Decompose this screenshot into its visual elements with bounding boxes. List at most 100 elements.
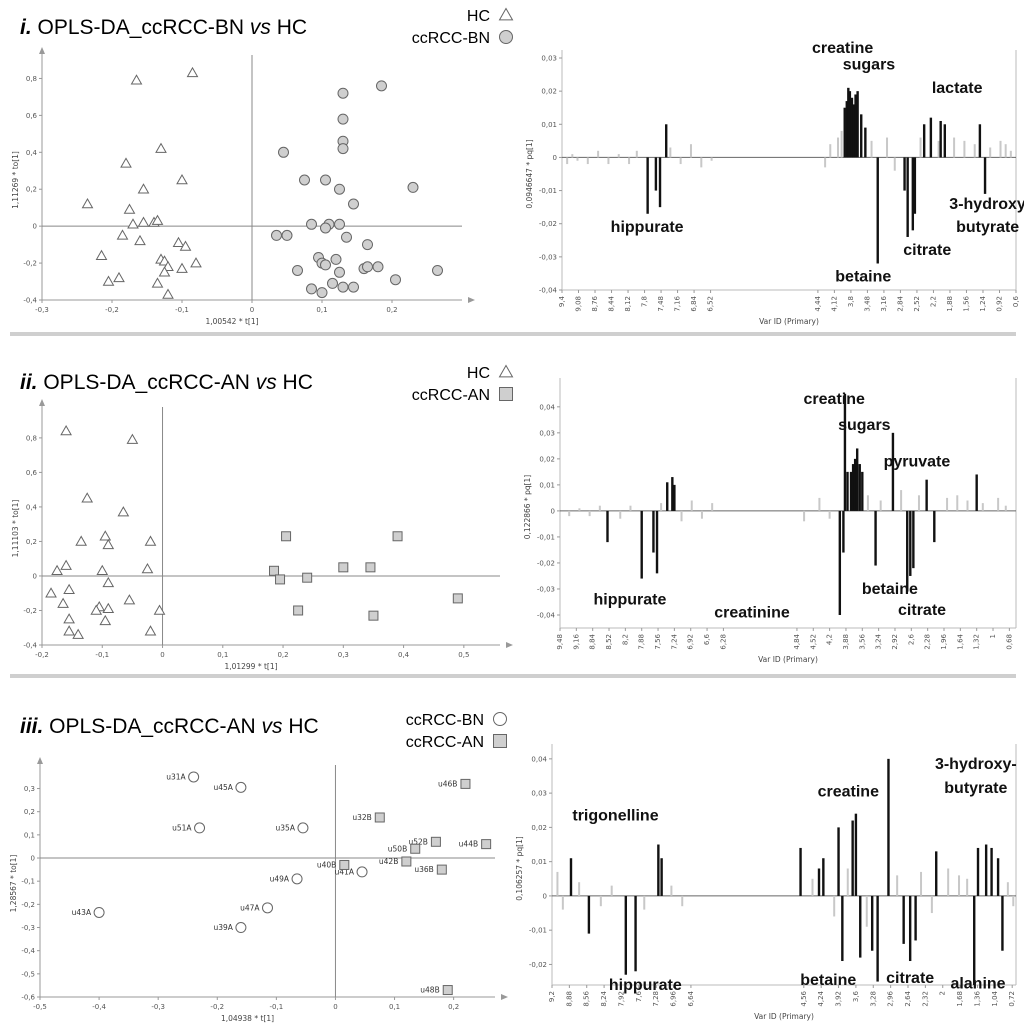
x-tick-label: 6,6	[703, 633, 711, 645]
y-tick-label: 0,02	[531, 824, 547, 832]
loading-bar	[1009, 150, 1012, 158]
metabolite-label: 3-hydroxy-	[935, 756, 1017, 773]
y-tick-label: -0,2	[21, 901, 35, 909]
panel-iii: iii. OPLS-DA_ccRCC-AN vs HC ccRCC-BNccRC…	[9, 712, 1017, 1023]
point-hc	[63, 583, 75, 595]
significant-bar	[848, 91, 852, 158]
significant-bar	[841, 895, 844, 962]
y-tick-label: -0,02	[529, 961, 547, 969]
point-ccrcc-bn	[334, 218, 345, 230]
point-ccrcc-bn	[297, 822, 309, 834]
significant-bar	[943, 124, 947, 158]
x-tick-label: 2,84	[896, 295, 904, 311]
point-ccrcc-bn	[390, 274, 401, 286]
loading-bar	[919, 137, 922, 158]
y-tick-label: -0,4	[23, 297, 37, 305]
point-hc	[113, 271, 125, 283]
x-tick-label: 3,88	[842, 634, 850, 650]
point-hc	[137, 183, 150, 194]
point-label: u45A	[213, 783, 233, 792]
significant-bar	[856, 91, 859, 158]
legend-label: ccRCC-AN	[412, 387, 490, 404]
significant-bar	[657, 844, 660, 896]
loading-bar	[1006, 882, 1009, 896]
panel-i-title: i. OPLS-DA_ccRCC-BN vs HC	[20, 16, 307, 39]
loading-bar	[865, 895, 868, 927]
y-tick-label: -0,01	[529, 927, 547, 935]
x-axis-label: Var ID (Primary)	[754, 1012, 814, 1021]
x-axis-label: 1,00542 * t[1]	[205, 317, 258, 326]
point-hc	[117, 506, 130, 517]
point-ccrcc-bn	[262, 902, 273, 914]
significant-bar	[817, 868, 821, 896]
significant-bar	[854, 813, 858, 896]
point-ccrcc-an	[338, 562, 349, 573]
point-ccrcc-bn	[327, 277, 338, 289]
significant-bar	[874, 510, 877, 566]
significant-bar	[852, 104, 855, 158]
x-tick-label: 3,6	[852, 990, 860, 1002]
x-tick-label: 8,56	[583, 990, 591, 1006]
point-ccrcc-an	[281, 531, 292, 542]
x-tick-label: 7,56	[654, 633, 662, 649]
point-ccrcc-bn	[235, 781, 247, 793]
point-hc	[153, 604, 166, 615]
point-ccrcc-bn	[348, 198, 359, 210]
significant-bar	[851, 820, 854, 896]
point-hc	[95, 249, 108, 260]
y-tick-label: -0,01	[537, 533, 555, 541]
point-ccrcc-an	[392, 531, 403, 542]
significant-bar	[671, 477, 674, 511]
y-tick-label: 0,6	[26, 112, 38, 120]
significant-bar	[849, 471, 853, 511]
significant-bar	[939, 120, 942, 158]
loading-bar	[578, 508, 581, 511]
y-tick-label: -0,4	[21, 947, 35, 955]
metabolite-label: creatinine	[714, 604, 790, 621]
point-ccrcc-bn	[334, 183, 345, 195]
loading-bar	[1004, 144, 1007, 158]
x-tick-label: 7,28	[652, 991, 660, 1007]
legend-marker-hc	[498, 364, 514, 378]
metabolite-label: hippurate	[594, 591, 667, 608]
x-tick-label: 0,1	[316, 306, 327, 314]
loading-bar	[958, 875, 961, 896]
point-hc	[60, 559, 72, 570]
x-tick-label: 7,6	[635, 990, 643, 1002]
metabolite-label: alanine	[950, 975, 1005, 992]
x-tick-label: 1,36	[973, 990, 981, 1006]
significant-bar	[983, 157, 987, 194]
metabolite-label: pyruvate	[884, 453, 951, 470]
x-tick-label: 2	[939, 991, 947, 995]
significant-bar	[606, 510, 609, 543]
x-tick-label: 7,24	[670, 633, 678, 649]
y-tick-label: 0	[33, 572, 37, 580]
legend-marker-hc	[498, 7, 514, 21]
significant-bar	[906, 157, 909, 237]
point-ccrcc-an	[481, 839, 492, 850]
significant-bar	[850, 97, 854, 158]
x-tick-label: 7,48	[657, 296, 665, 312]
loading-bar	[568, 510, 571, 517]
loading-bar	[1004, 505, 1007, 511]
loading-bar	[937, 140, 940, 158]
point-ccrcc-bn	[278, 146, 289, 158]
x-tick-label: 9,48	[556, 634, 564, 650]
point-hc	[102, 602, 115, 614]
point-label: u48B	[420, 986, 439, 995]
loading-bar	[973, 144, 976, 158]
x-tick-label: 9,4	[558, 295, 566, 307]
point-hc	[99, 614, 112, 626]
point-label: u41A	[335, 867, 355, 876]
point-hc	[151, 277, 164, 288]
x-axis-label: Var ID (Primary)	[759, 317, 819, 326]
point-hc	[45, 587, 57, 598]
point-label: u50B	[388, 844, 407, 853]
significant-bar	[1001, 895, 1004, 951]
loading-bar	[840, 130, 843, 158]
x-axis-label: Var ID (Primary)	[758, 655, 818, 664]
loading-bar	[679, 157, 682, 165]
significant-bar	[864, 127, 867, 158]
y-tick-label: -0,6	[21, 994, 35, 1002]
significant-bar	[837, 827, 840, 896]
